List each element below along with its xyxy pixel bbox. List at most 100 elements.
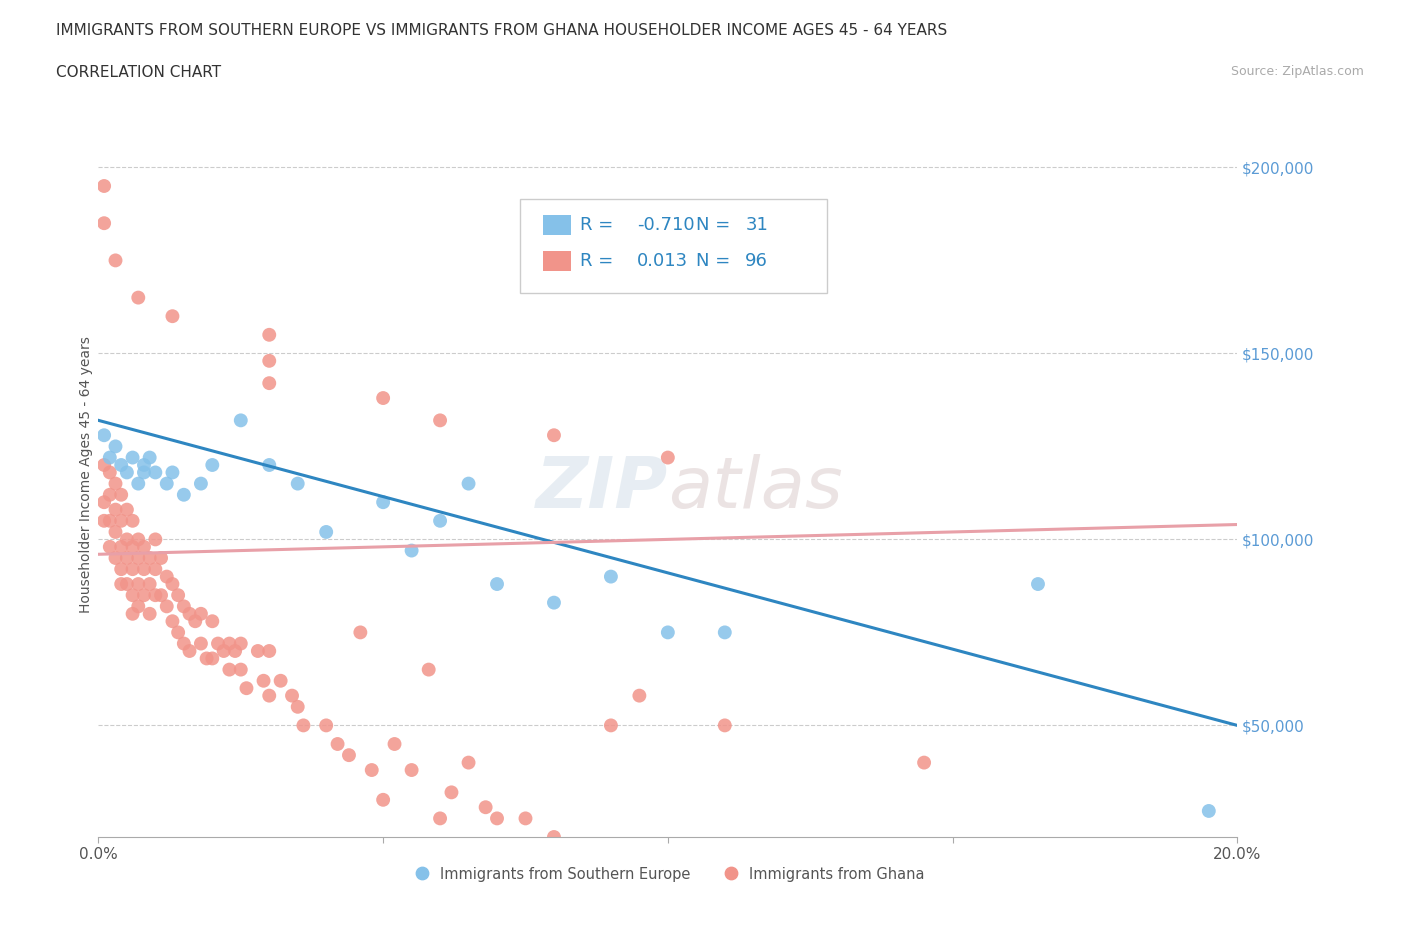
Point	[1026, 577, 1049, 591]
Point	[98, 450, 121, 465]
Point	[173, 599, 195, 614]
Text: CORRELATION CHART: CORRELATION CHART	[56, 65, 221, 80]
Point	[115, 551, 138, 565]
Point	[104, 551, 127, 565]
Point	[98, 513, 121, 528]
Point	[104, 525, 127, 539]
Point	[229, 662, 252, 677]
Point	[132, 539, 155, 554]
Point	[162, 465, 184, 480]
Point	[145, 562, 167, 577]
Point	[104, 253, 127, 268]
Point	[167, 625, 190, 640]
Point	[156, 569, 179, 584]
Point	[132, 458, 155, 472]
Point	[457, 476, 479, 491]
Point	[714, 718, 737, 733]
Point	[145, 532, 167, 547]
Point	[150, 588, 173, 603]
Point	[115, 465, 138, 480]
Point	[93, 428, 115, 443]
Point	[93, 458, 115, 472]
Point	[543, 595, 565, 610]
Point	[121, 562, 143, 577]
Point	[173, 487, 195, 502]
Point	[93, 216, 115, 231]
Point	[287, 476, 309, 491]
Bar	[543, 251, 571, 272]
Point	[373, 391, 395, 405]
Point	[292, 718, 315, 733]
Point	[970, 844, 993, 859]
Text: Source: ZipAtlas.com: Source: ZipAtlas.com	[1230, 65, 1364, 78]
Text: N =: N =	[696, 252, 737, 270]
Point	[201, 651, 224, 666]
Point	[132, 588, 155, 603]
Legend: Immigrants from Southern Europe, Immigrants from Ghana: Immigrants from Southern Europe, Immigra…	[405, 860, 931, 888]
FancyBboxPatch shape	[520, 199, 827, 293]
Point	[138, 606, 160, 621]
Point	[110, 577, 132, 591]
Point	[429, 811, 451, 826]
Text: R =: R =	[581, 252, 619, 270]
Point	[162, 577, 184, 591]
Point	[337, 748, 360, 763]
Point	[110, 458, 132, 472]
Point	[93, 513, 115, 528]
Point	[384, 737, 406, 751]
Text: atlas: atlas	[668, 455, 842, 524]
Point	[714, 625, 737, 640]
Point	[190, 636, 212, 651]
Point	[179, 644, 201, 658]
Point	[429, 513, 451, 528]
Point	[127, 599, 149, 614]
Point	[486, 811, 509, 826]
Text: IMMIGRANTS FROM SOUTHERN EUROPE VS IMMIGRANTS FROM GHANA HOUSEHOLDER INCOME AGES: IMMIGRANTS FROM SOUTHERN EUROPE VS IMMIG…	[56, 23, 948, 38]
Point	[235, 681, 257, 696]
Point	[98, 465, 121, 480]
Text: 0.013: 0.013	[637, 252, 688, 270]
Point	[138, 450, 160, 465]
Point	[138, 551, 160, 565]
Point	[486, 577, 509, 591]
Point	[360, 763, 382, 777]
Point	[912, 755, 935, 770]
Point	[259, 458, 281, 472]
Point	[127, 476, 149, 491]
Point	[127, 577, 149, 591]
Point	[132, 562, 155, 577]
Point	[121, 450, 143, 465]
Point	[270, 673, 292, 688]
Point	[287, 699, 309, 714]
Point	[457, 755, 479, 770]
Point	[110, 487, 132, 502]
Point	[998, 848, 1021, 863]
Point	[104, 476, 127, 491]
Point	[110, 539, 132, 554]
Point	[156, 599, 179, 614]
Point	[162, 309, 184, 324]
Point	[224, 644, 246, 658]
Point	[207, 636, 229, 651]
Point	[110, 513, 132, 528]
Point	[201, 458, 224, 472]
Point	[600, 569, 623, 584]
Point	[167, 588, 190, 603]
Point	[315, 525, 337, 539]
Point	[145, 465, 167, 480]
Point	[474, 800, 496, 815]
Point	[259, 688, 281, 703]
Point	[429, 413, 451, 428]
Point	[179, 606, 201, 621]
Point	[218, 662, 240, 677]
Point	[600, 718, 623, 733]
Point	[190, 606, 212, 621]
Point	[104, 439, 127, 454]
Point	[115, 577, 138, 591]
Point	[315, 718, 337, 733]
Point	[628, 688, 651, 703]
Point	[132, 465, 155, 480]
Point	[229, 413, 252, 428]
Point	[259, 353, 281, 368]
Point	[515, 811, 537, 826]
